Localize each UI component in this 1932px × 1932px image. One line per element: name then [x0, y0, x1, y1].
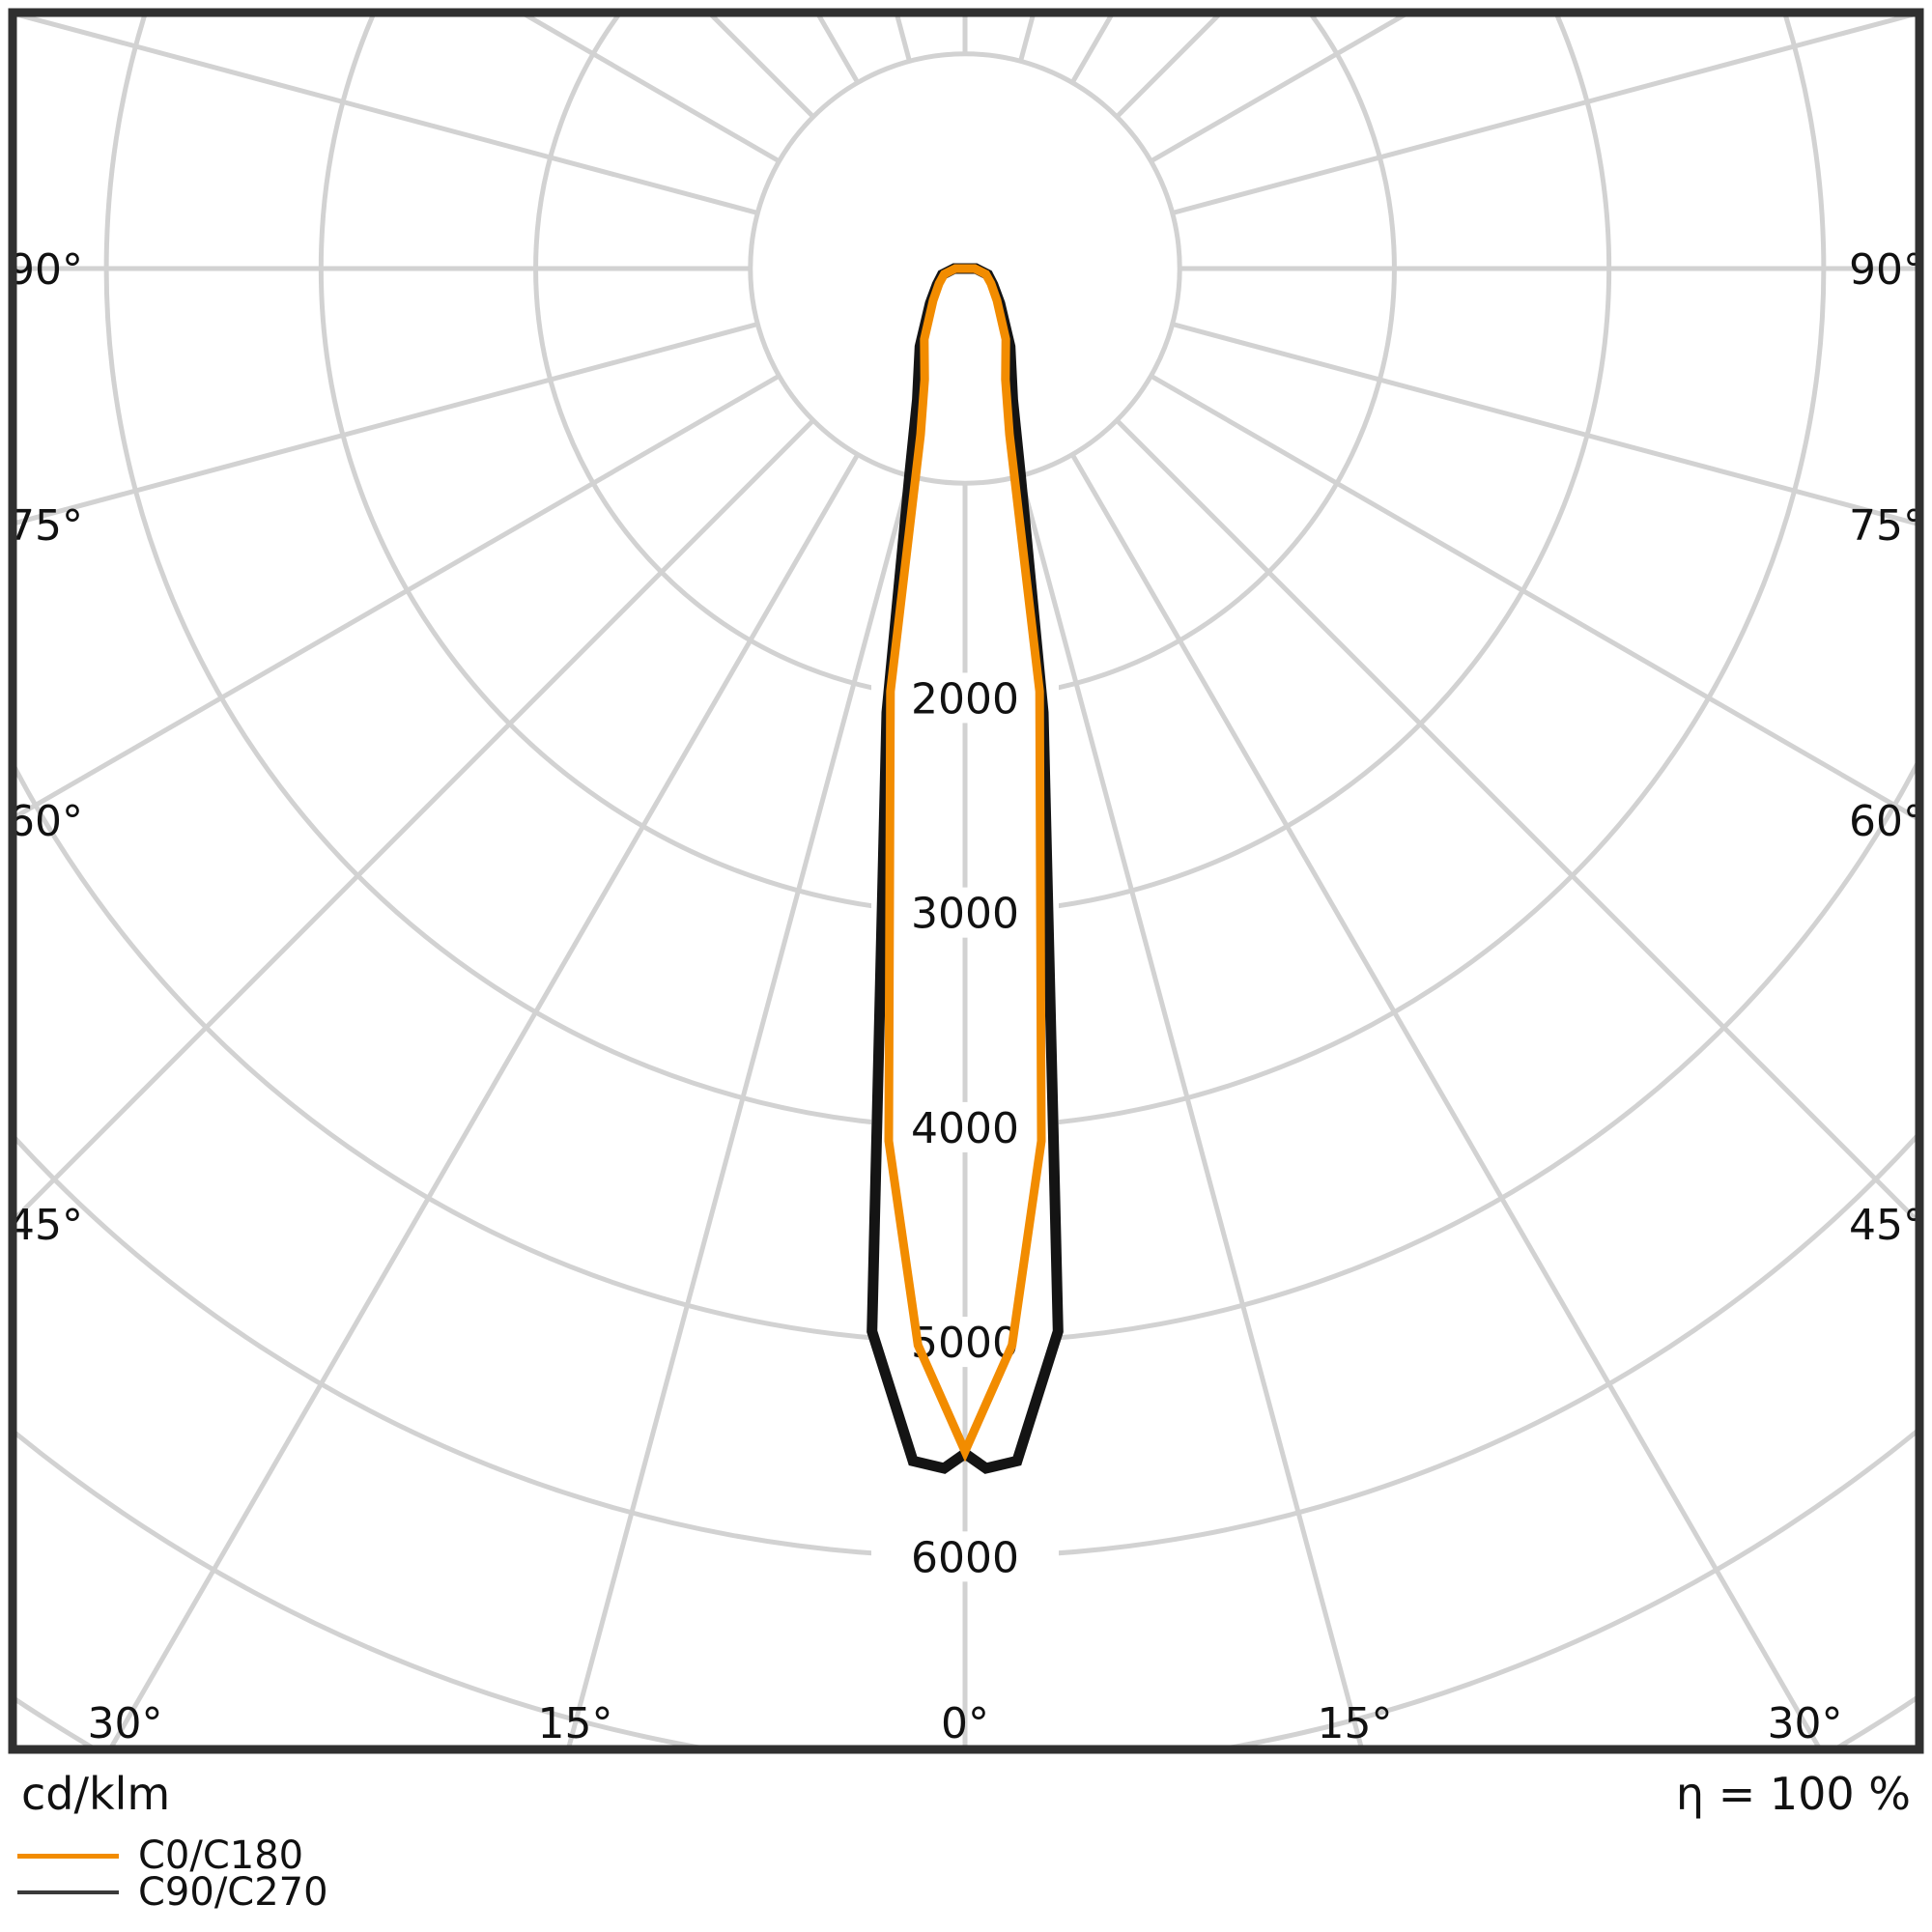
unit-label: cd/klm [21, 1768, 171, 1820]
angle-labels: 90° 90° 75° 75° 60° 60° 45° 45° 30° 15° 0° 15° 30° [8, 245, 1924, 1748]
svg-text:90°: 90° [1849, 245, 1924, 295]
legend-label: C0/C180 [138, 1833, 304, 1878]
footer-strip: cd/klm η = 100 % [0, 1766, 1932, 1824]
c0-c180-line-swatch [17, 1853, 119, 1859]
svg-text:4000: 4000 [911, 1104, 1019, 1153]
svg-text:75°: 75° [1849, 501, 1924, 551]
efficiency-label: η = 100 % [1675, 1768, 1911, 1820]
legend-item-c0-c180: C0/C180 [17, 1833, 328, 1878]
intensity-curves [867, 263, 1064, 1474]
svg-text:75°: 75° [8, 501, 83, 551]
svg-text:15°: 15° [537, 1699, 612, 1748]
svg-text:60°: 60° [8, 797, 83, 846]
legend-item-c90-c270: C90/C270 [17, 1870, 328, 1915]
svg-text:15°: 15° [1318, 1699, 1393, 1748]
legend-label: C90/C270 [138, 1870, 328, 1915]
legend: C0/C180 C90/C270 [17, 1833, 328, 1915]
svg-text:45°: 45° [8, 1201, 83, 1250]
svg-text:30°: 30° [88, 1699, 163, 1748]
plot-border [8, 8, 1924, 1754]
svg-text:2000: 2000 [911, 674, 1019, 724]
svg-text:6000: 6000 [911, 1533, 1019, 1582]
svg-text:30°: 30° [1767, 1699, 1842, 1748]
svg-text:0°: 0° [941, 1699, 989, 1748]
svg-text:45°: 45° [1849, 1201, 1924, 1250]
svg-text:3000: 3000 [911, 890, 1019, 939]
svg-text:90°: 90° [8, 245, 83, 295]
svg-text:60°: 60° [1849, 797, 1924, 846]
c90-c270-line-swatch [17, 1890, 119, 1894]
